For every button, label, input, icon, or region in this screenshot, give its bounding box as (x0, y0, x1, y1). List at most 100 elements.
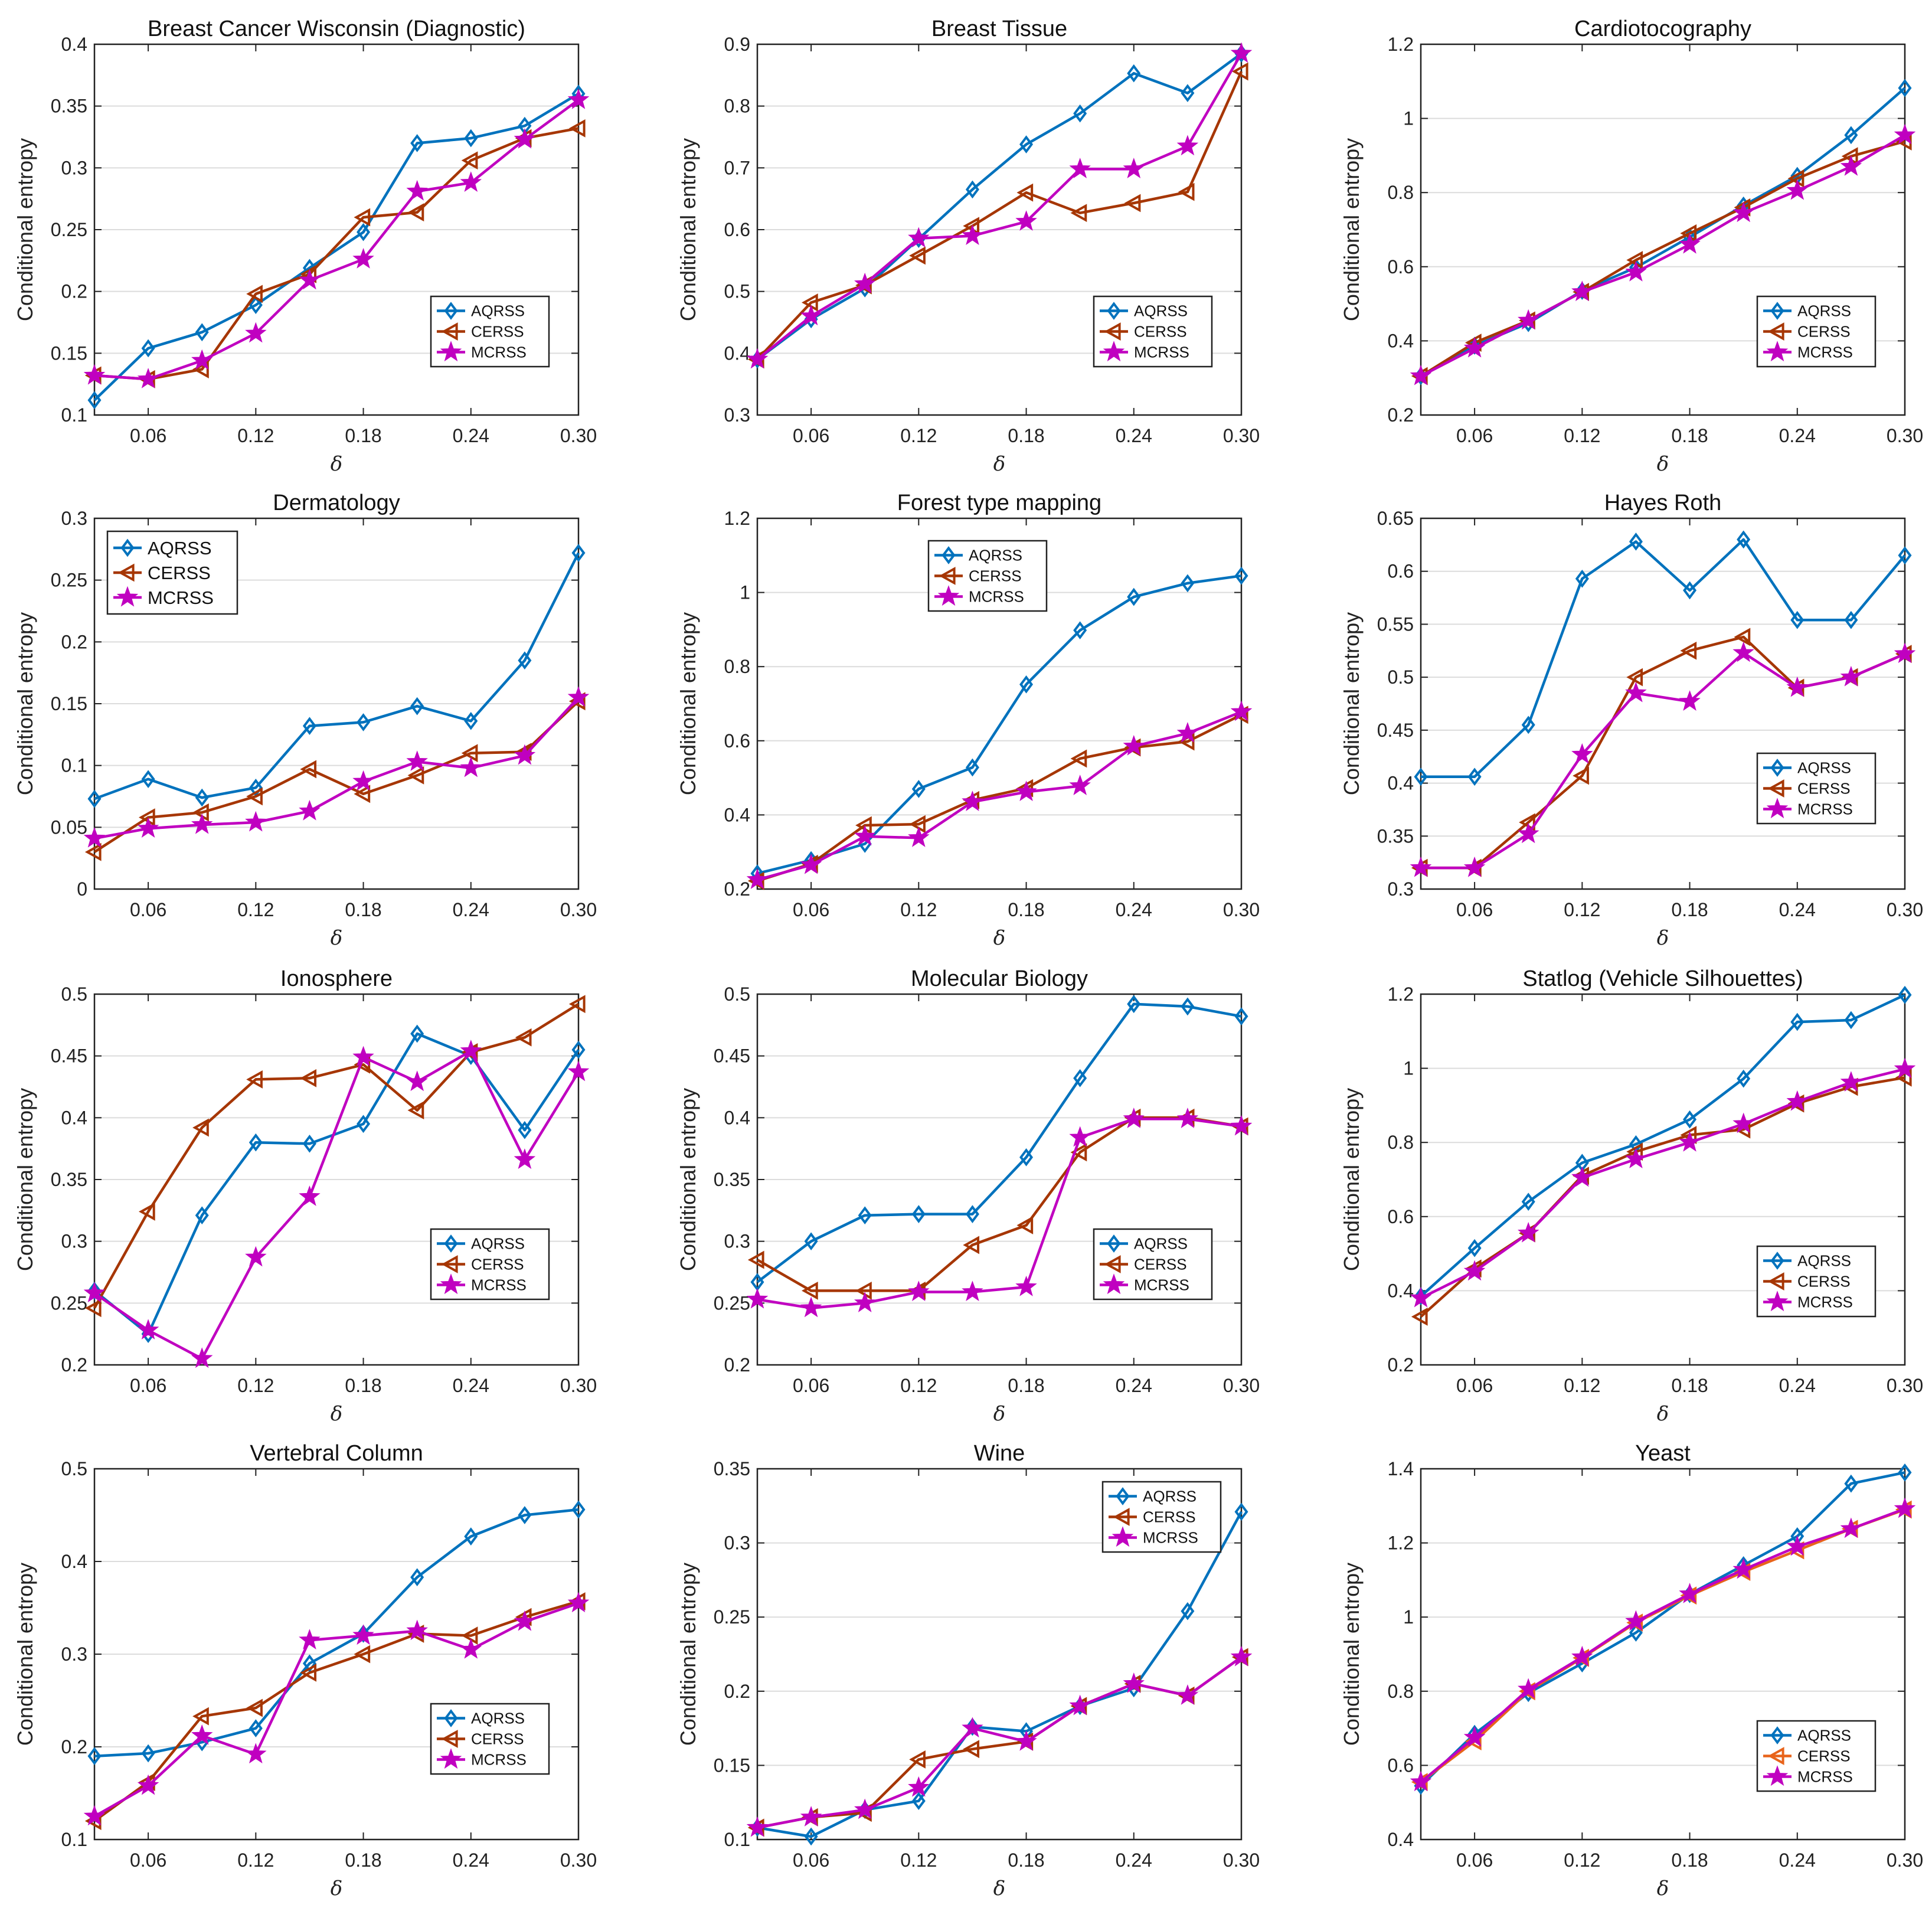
y-tick-label: 1.2 (1388, 34, 1414, 55)
data-point-aqrss (464, 129, 478, 148)
data-point-mcrss (245, 1246, 267, 1267)
data-point-mcrss (1463, 856, 1486, 877)
series-line-cerss (93, 1600, 579, 1822)
data-point-mcrss (1230, 700, 1253, 721)
x-tick-label: 0.18 (1008, 899, 1044, 920)
data-point-mcrss (1571, 1645, 1593, 1667)
x-tick-label: 0.18 (1671, 425, 1708, 446)
data-point-cerss (246, 285, 263, 303)
legend-marker (1103, 341, 1125, 362)
data-point-aqrss (410, 697, 424, 716)
y-tick-label: 0.6 (1388, 1755, 1414, 1776)
y-tick-label: 0.25 (51, 1292, 87, 1314)
data-point-mcrss (1176, 1107, 1199, 1128)
y-axis-label: Conditional entropy (13, 1563, 37, 1746)
x-tick-label: 0.30 (560, 425, 597, 446)
legend-marker (440, 341, 462, 362)
y-tick-label: 1 (1403, 1606, 1414, 1628)
data-point-mcrss (1176, 721, 1199, 743)
data-point-mcrss (1410, 856, 1432, 877)
legend-label: MCRSS (1797, 1293, 1853, 1311)
data-point-mcrss (746, 1288, 769, 1309)
data-point-aqrss (1073, 104, 1087, 123)
chart-6: 0.3 0.35 0.4 0.45 0.5 0.55 0.6 0.65 0.06 0.12 0.18… (1339, 491, 1923, 950)
y-axis-label: Conditional entropy (1339, 1563, 1364, 1746)
data-point-cerss (1178, 182, 1195, 201)
legend-marker (444, 302, 458, 320)
data-point-aqrss (1898, 1463, 1912, 1482)
legend-marker (939, 567, 956, 585)
data-point-cerss (963, 1740, 980, 1759)
legend-marker (1766, 1765, 1789, 1786)
data-point-mcrss (1732, 1558, 1754, 1579)
data-point-mcrss (854, 1798, 876, 1819)
data-point-aqrss (1844, 1474, 1858, 1493)
data-point-aqrss (911, 780, 926, 798)
legend-label: AQRSS (1797, 759, 1851, 777)
data-point-aqrss (1790, 610, 1804, 629)
y-tick-label: 0.4 (724, 1107, 750, 1128)
legend-marker (444, 1234, 458, 1253)
data-point-mcrss (1786, 676, 1808, 697)
legend-marker (1104, 1255, 1121, 1273)
data-point-mcrss (1410, 1770, 1432, 1792)
x-tick-label: 0.24 (1779, 425, 1816, 446)
x-tick-label: 0.24 (453, 425, 489, 446)
data-point-cerss (515, 1028, 532, 1047)
y-tick-label: 1 (1403, 1058, 1414, 1079)
y-axis-label: Conditional entropy (1339, 138, 1364, 321)
data-point-cerss (84, 1299, 102, 1318)
x-axis-label: δ (993, 1877, 1005, 1900)
data-point-cerss (909, 246, 926, 265)
y-tick-label: 0.3 (724, 1231, 750, 1252)
legend-marker (117, 563, 135, 582)
x-tick-label: 0.30 (560, 1850, 597, 1871)
y-tick-label: 0.8 (1388, 1681, 1414, 1702)
legend-marker (441, 1730, 458, 1748)
data-point-mcrss (1518, 309, 1539, 330)
chart-title: Ionosphere (280, 966, 393, 991)
chart-7: 0.2 0.25 0.3 0.35 0.4 0.45 0.5 0.06 0.12 0.18 0.24… (13, 966, 597, 1426)
data-point-mcrss (800, 305, 822, 326)
data-point-mcrss (962, 1280, 983, 1301)
y-tick-label: 0.2 (61, 1736, 87, 1757)
data-point-aqrss (410, 1024, 424, 1043)
legend-label: AQRSS (969, 547, 1022, 564)
data-point-cerss (1573, 766, 1589, 785)
data-point-mcrss (191, 349, 213, 370)
chart-11: 0.1 0.15 0.2 0.25 0.3 0.35 0.06 0.12 0.18 0.24 0.3… (676, 1441, 1260, 1900)
legend-marker (120, 538, 135, 557)
chart-3: 0.2 0.4 0.6 0.8 1 1.2 0.06 0.12 0.18 0.24 0.30 Card… (1339, 17, 1923, 476)
series-line-aqrss (1421, 538, 1906, 779)
data-point-aqrss (965, 758, 979, 777)
data-point-aqrss (249, 779, 263, 797)
series-line-cerss (1420, 140, 1905, 378)
data-point-cerss (407, 203, 424, 222)
y-tick-label: 0.4 (1388, 1829, 1414, 1850)
data-point-mcrss (854, 272, 876, 293)
data-point-aqrss (1683, 581, 1697, 600)
legend-label: AQRSS (148, 538, 212, 558)
data-point-mcrss (299, 799, 321, 821)
data-point-aqrss (1414, 767, 1428, 786)
y-tick-label: 0.25 (51, 570, 87, 591)
legend-label: CERSS (148, 563, 211, 583)
data-point-aqrss (1019, 675, 1034, 694)
x-tick-label: 0.24 (1116, 899, 1152, 920)
data-point-mcrss (137, 368, 159, 388)
x-tick-label: 0.30 (560, 899, 597, 920)
axes-box (93, 993, 580, 1366)
y-tick-label: 0.45 (1377, 720, 1414, 741)
x-tick-label: 0.06 (130, 899, 166, 920)
data-point-aqrss (195, 323, 209, 342)
axes-box (1420, 43, 1906, 416)
data-point-mcrss (83, 1805, 106, 1826)
legend: AQRSS CERSS MCRSS (1756, 1720, 1877, 1792)
x-tick-label: 0.24 (1779, 1850, 1816, 1871)
y-tick-label: 0.4 (724, 804, 750, 825)
series-line-mcrss (757, 710, 1242, 881)
legend-marker (116, 586, 139, 607)
data-point-mcrss (514, 128, 536, 149)
data-point-cerss (246, 1070, 263, 1089)
x-tick-label: 0.12 (237, 899, 274, 920)
